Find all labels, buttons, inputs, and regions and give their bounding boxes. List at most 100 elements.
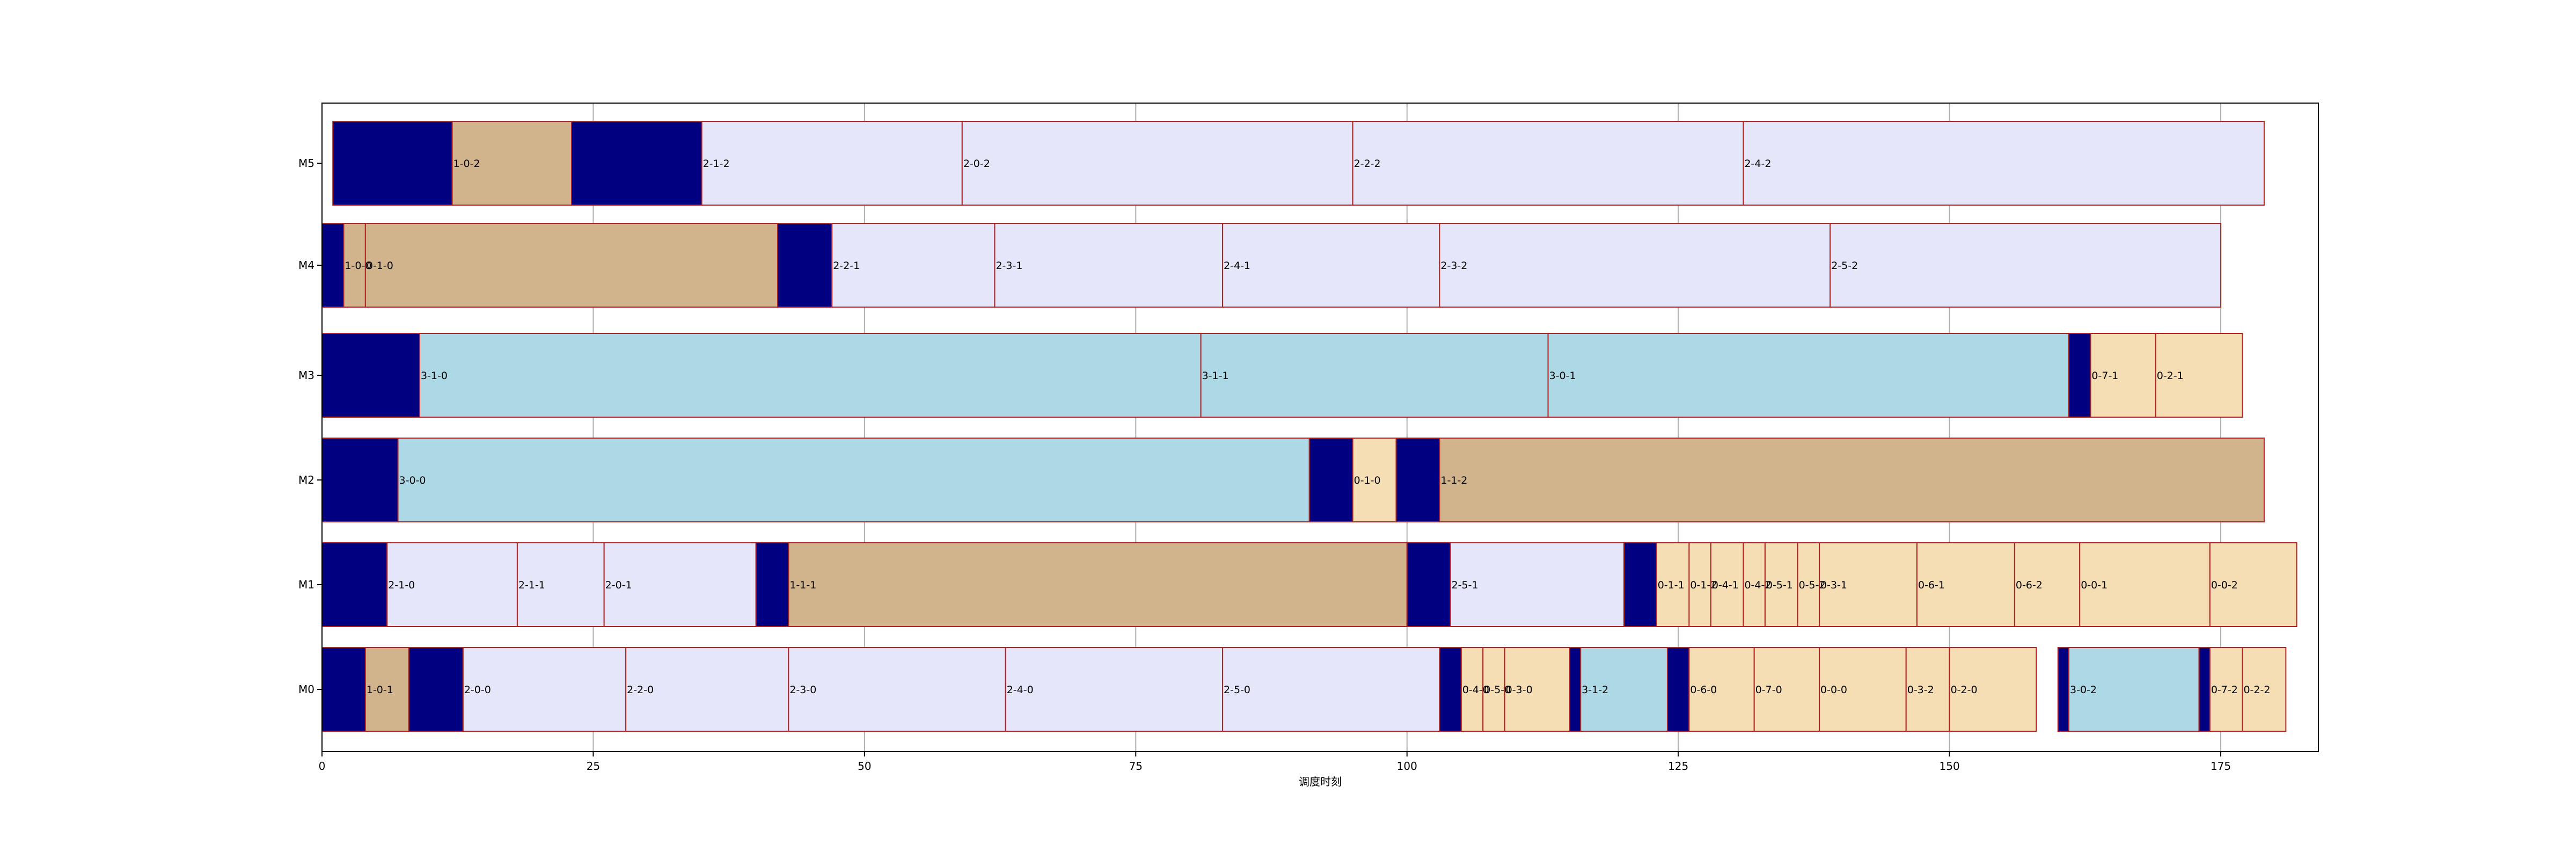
task-bar-0-3-0 xyxy=(1504,647,1570,732)
bar-label: 3-0-1 xyxy=(1549,370,1576,382)
bar-label: 0-6-0 xyxy=(1690,684,1717,696)
bar-label: 0-5-1 xyxy=(1766,579,1793,591)
bar-label: 2-1-2 xyxy=(703,158,730,170)
task-bar-1-1-1 xyxy=(788,542,1408,627)
bar-label: 2-3-2 xyxy=(1440,260,1467,272)
setup-bar xyxy=(1666,647,1690,732)
x-tick-label: 150 xyxy=(1940,760,1960,773)
x-tick-label: 100 xyxy=(1397,760,1417,773)
task-bar-0-2-1 xyxy=(2155,333,2243,418)
bar-label: 0-7-0 xyxy=(1755,684,1782,696)
bar-label: 0-5-2 xyxy=(1799,579,1826,591)
bar-label: 2-0-0 xyxy=(464,684,491,696)
bar-label: 2-5-0 xyxy=(1224,684,1250,696)
task-bar-3-1-1 xyxy=(1200,333,1549,418)
y-tick-label: M1 xyxy=(298,578,314,591)
bar-label: 2-2-0 xyxy=(627,684,654,696)
task-bar-2-4-0 xyxy=(1005,647,1224,732)
setup-bar xyxy=(1439,647,1462,732)
bar-label: 0-3-0 xyxy=(1506,684,1533,696)
x-tick-label: 25 xyxy=(587,760,600,773)
bar-label: 1-1-1 xyxy=(789,579,816,591)
setup-bar xyxy=(2198,647,2211,732)
task-bar-2-3-0 xyxy=(788,647,1006,732)
task-bar-1-0-2 xyxy=(451,121,573,206)
task-bar-3-0-1 xyxy=(1547,333,2069,418)
setup-bar xyxy=(321,223,345,308)
plot-area-frame xyxy=(321,103,2319,752)
bar-label: 2-0-2 xyxy=(963,158,990,170)
task-bar-2-3-2 xyxy=(1439,223,1831,308)
task-bar-0-6-1 xyxy=(1916,542,2015,627)
setup-bar xyxy=(2057,647,2070,732)
bar-label: 0-1-2 xyxy=(1690,579,1717,591)
bar-label: 0-3-1 xyxy=(1820,579,1847,591)
bar-label: 0-2-1 xyxy=(2157,370,2184,382)
setup-bar xyxy=(321,542,388,627)
bar-label: 1-0-0 xyxy=(345,260,371,272)
bar-label: 2-3-0 xyxy=(789,684,816,696)
task-bar-3-0-0 xyxy=(397,438,1310,522)
task-bar-0-3-1 xyxy=(1819,542,1918,627)
task-bar-0-3-2 xyxy=(1905,647,1950,732)
bar-label: 2-1-0 xyxy=(388,579,415,591)
task-bar-0-1-0 xyxy=(364,223,779,308)
setup-bar xyxy=(321,647,366,732)
bars xyxy=(321,121,2297,732)
task-bar-1-0-1 xyxy=(364,647,409,732)
x-tick-label: 0 xyxy=(319,760,326,773)
task-bar-1-0-0 xyxy=(343,223,366,308)
bar-label: 0-2-2 xyxy=(2243,684,2270,696)
setup-bar xyxy=(1395,438,1440,522)
task-bar-2-2-0 xyxy=(625,647,789,732)
x-tick-label: 75 xyxy=(1129,760,1143,773)
task-bar-3-1-2 xyxy=(1580,647,1668,732)
bar-label: 0-2-0 xyxy=(1951,684,1978,696)
bar-label: 2-4-0 xyxy=(1007,684,1034,696)
bar-label: 3-1-2 xyxy=(1582,684,1608,696)
y-axis-ticks: M0 M1 M2 M3 M4 M5 xyxy=(298,157,322,696)
bar-label: 0-0-1 xyxy=(2081,579,2107,591)
setup-bar xyxy=(1406,542,1451,627)
task-bar-0-1-1 xyxy=(1656,542,1690,627)
setup-bar xyxy=(777,223,833,308)
task-bar-0-2-0 xyxy=(1949,647,2037,732)
task-bar-0-7-0 xyxy=(1753,647,1820,732)
bar-label: 2-5-1 xyxy=(1452,579,1479,591)
bar-label: 3-1-1 xyxy=(1202,370,1229,382)
y-tick-label: M3 xyxy=(298,369,314,382)
task-bar-2-5-1 xyxy=(1450,542,1625,627)
bar-label: 3-1-0 xyxy=(421,370,448,382)
setup-bar xyxy=(321,438,399,522)
bar-label: 0-3-2 xyxy=(1907,684,1934,696)
task-bar-0-5-1 xyxy=(1764,542,1798,627)
task-bar-0-7-2 xyxy=(2209,647,2243,732)
bar-label: 0-0-2 xyxy=(2211,579,2238,591)
task-bar-0-6-2 xyxy=(2014,542,2081,627)
y-tick-label: M2 xyxy=(298,474,314,486)
setup-bar xyxy=(571,121,702,206)
x-tick-label: 175 xyxy=(2211,760,2231,773)
task-bar-0-1-2 xyxy=(1688,542,1711,627)
task-bar-2-0-0 xyxy=(462,647,627,732)
setup-bar xyxy=(1623,542,1657,627)
setup-bar xyxy=(332,121,453,206)
task-bar-3-0-2 xyxy=(2068,647,2200,732)
bar-label: 1-0-1 xyxy=(367,684,393,696)
task-bar-0-4-1 xyxy=(1710,542,1744,627)
task-bar-0-0-2 xyxy=(2209,542,2297,627)
task-bar-2-4-1 xyxy=(1222,223,1440,308)
task-bar-0-2-2 xyxy=(2242,647,2287,732)
bar-label: 0-1-0 xyxy=(1354,475,1381,486)
task-bar-2-4-2 xyxy=(1743,121,2265,206)
bar-label: 0-5-0 xyxy=(1484,684,1511,696)
bar-label: 0-6-2 xyxy=(2016,579,2043,591)
task-bar-2-5-0 xyxy=(1222,647,1440,732)
task-bar-3-1-0 xyxy=(419,333,1202,418)
task-bar-0-0-1 xyxy=(2079,542,2211,627)
task-bar-0-0-0 xyxy=(1819,647,1907,732)
bar-label: 1-0-2 xyxy=(453,158,480,170)
bar-label: 2-5-2 xyxy=(1831,260,1858,272)
bar-label: 0-7-2 xyxy=(2211,684,2238,696)
